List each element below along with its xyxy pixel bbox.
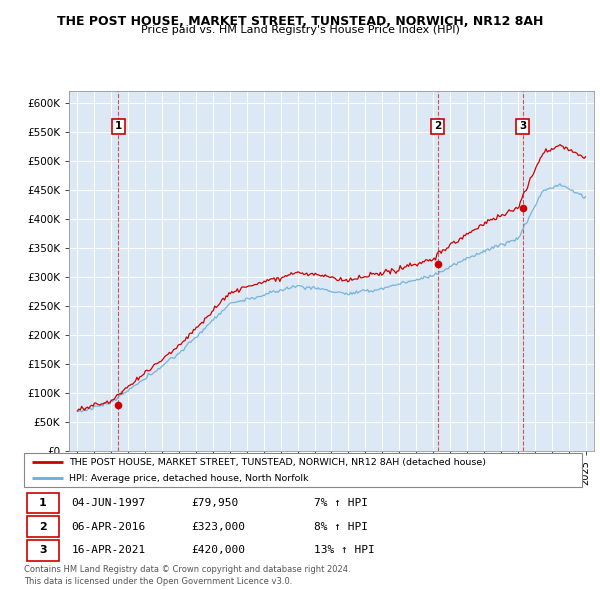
- Text: 2: 2: [434, 122, 441, 132]
- Text: THE POST HOUSE, MARKET STREET, TUNSTEAD, NORWICH, NR12 8AH (detached house): THE POST HOUSE, MARKET STREET, TUNSTEAD,…: [68, 458, 485, 467]
- Text: £420,000: £420,000: [191, 545, 245, 555]
- Text: 3: 3: [519, 122, 526, 132]
- Text: 1: 1: [39, 498, 47, 508]
- Text: 16-APR-2021: 16-APR-2021: [71, 545, 146, 555]
- FancyBboxPatch shape: [27, 493, 59, 513]
- Text: 8% ↑ HPI: 8% ↑ HPI: [314, 522, 368, 532]
- Text: 1: 1: [115, 122, 122, 132]
- Text: 3: 3: [39, 545, 47, 555]
- FancyBboxPatch shape: [27, 540, 59, 560]
- Text: HPI: Average price, detached house, North Norfolk: HPI: Average price, detached house, Nort…: [68, 474, 308, 483]
- Text: THE POST HOUSE, MARKET STREET, TUNSTEAD, NORWICH, NR12 8AH: THE POST HOUSE, MARKET STREET, TUNSTEAD,…: [57, 15, 543, 28]
- Text: Price paid vs. HM Land Registry's House Price Index (HPI): Price paid vs. HM Land Registry's House …: [140, 25, 460, 35]
- Text: 13% ↑ HPI: 13% ↑ HPI: [314, 545, 375, 555]
- Text: 2: 2: [39, 522, 47, 532]
- Text: £323,000: £323,000: [191, 522, 245, 532]
- Text: £79,950: £79,950: [191, 498, 239, 508]
- Text: 06-APR-2016: 06-APR-2016: [71, 522, 146, 532]
- Text: 7% ↑ HPI: 7% ↑ HPI: [314, 498, 368, 508]
- FancyBboxPatch shape: [27, 516, 59, 537]
- Text: 04-JUN-1997: 04-JUN-1997: [71, 498, 146, 508]
- Text: Contains HM Land Registry data © Crown copyright and database right 2024.
This d: Contains HM Land Registry data © Crown c…: [24, 565, 350, 586]
